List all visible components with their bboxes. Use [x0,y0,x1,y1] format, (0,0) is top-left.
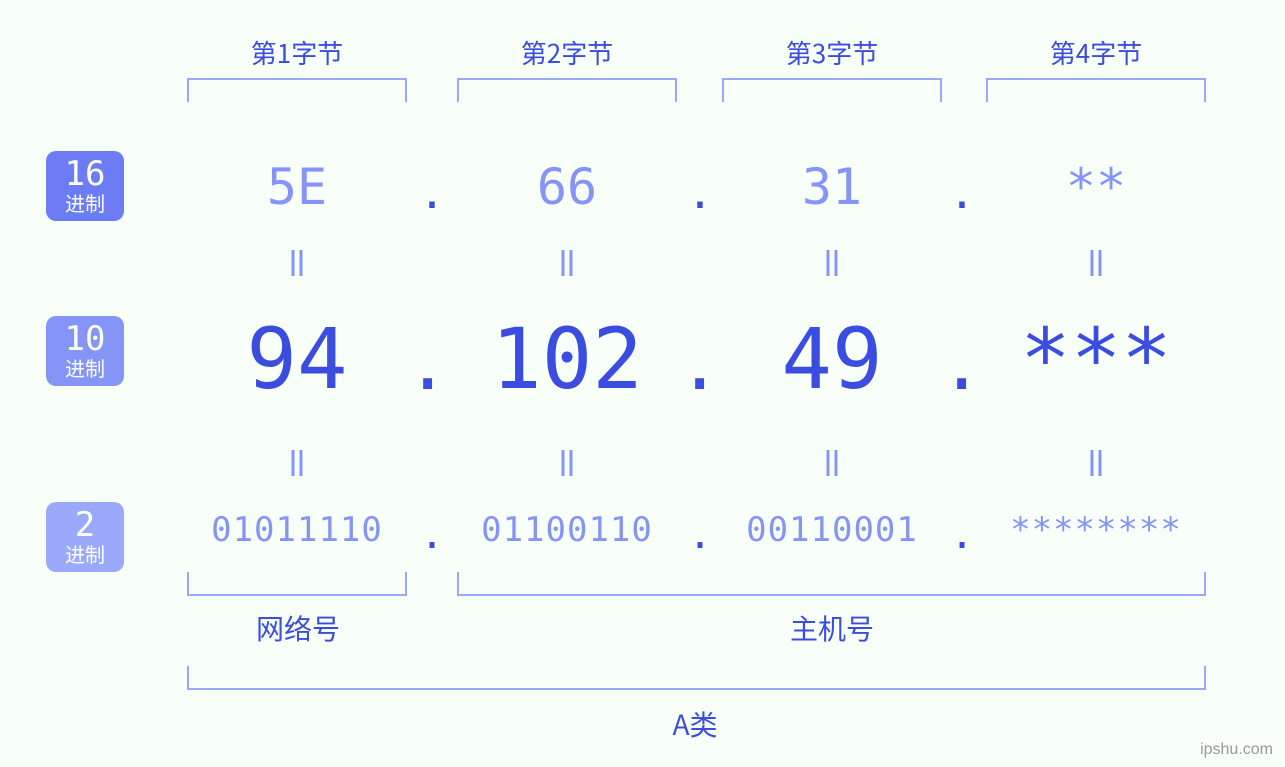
bin-byte-1: 01011110 [187,510,407,550]
bin-byte-3: 00110001 [722,510,942,550]
byte-label-1: 第1字节 [247,34,347,71]
badge-bin-num: 2 [46,502,124,542]
bin-dot-1: . [420,512,444,558]
top-bracket-4 [986,78,1206,102]
hex-byte-2: 66 [507,158,627,216]
class-label: A类 [645,704,745,744]
eq-hex-dec-3 [819,248,845,278]
hex-dot-2: . [686,168,714,219]
byte-label-3: 第3字节 [782,34,882,71]
dec-dot-2: . [678,322,718,406]
top-bracket-1 [187,78,407,102]
dec-byte-1: 94 [207,310,387,408]
network-bracket [187,572,407,596]
eq-dec-bin-4 [1083,448,1109,478]
ip-diagram: 16 进制 10 进制 2 进制 第1字节 第2字节 第3字节 第4字节 5E … [0,0,1285,767]
hex-byte-1: 5E [237,158,357,216]
badge-bin-sub: 进制 [46,542,124,572]
badge-hex: 16 进制 [46,151,124,221]
badge-hex-sub: 进制 [46,191,124,221]
hex-byte-3: 31 [772,158,892,216]
byte-label-2: 第2字节 [517,34,617,71]
eq-dec-bin-2 [554,448,580,478]
dec-byte-3: 49 [742,310,922,408]
badge-bin: 2 进制 [46,502,124,572]
bin-byte-2: 01100110 [457,510,677,550]
eq-hex-dec-4 [1083,248,1109,278]
host-label: 主机号 [782,608,882,648]
watermark: ipshu.com [1200,741,1273,759]
eq-hex-dec-2 [554,248,580,278]
top-bracket-2 [457,78,677,102]
eq-dec-bin-1 [284,448,310,478]
class-bracket [187,666,1206,690]
byte-label-4: 第4字节 [1046,34,1146,71]
badge-dec-num: 10 [46,316,124,356]
dec-dot-1: . [406,322,446,406]
hex-dot-1: . [418,168,446,219]
dec-byte-4: *** [1006,310,1186,408]
network-label: 网络号 [248,608,348,648]
eq-hex-dec-1 [284,248,310,278]
dec-dot-3: . [940,322,980,406]
bin-dot-2: . [688,512,712,558]
eq-dec-bin-3 [819,448,845,478]
badge-hex-num: 16 [46,151,124,191]
badge-dec: 10 进制 [46,316,124,386]
bin-dot-3: . [950,512,974,558]
dec-byte-2: 102 [477,310,657,408]
hex-byte-4: ** [1036,158,1156,216]
bin-byte-4: ******** [986,510,1206,550]
host-bracket [457,572,1206,596]
hex-dot-3: . [948,168,976,219]
top-bracket-3 [722,78,942,102]
badge-dec-sub: 进制 [46,356,124,386]
